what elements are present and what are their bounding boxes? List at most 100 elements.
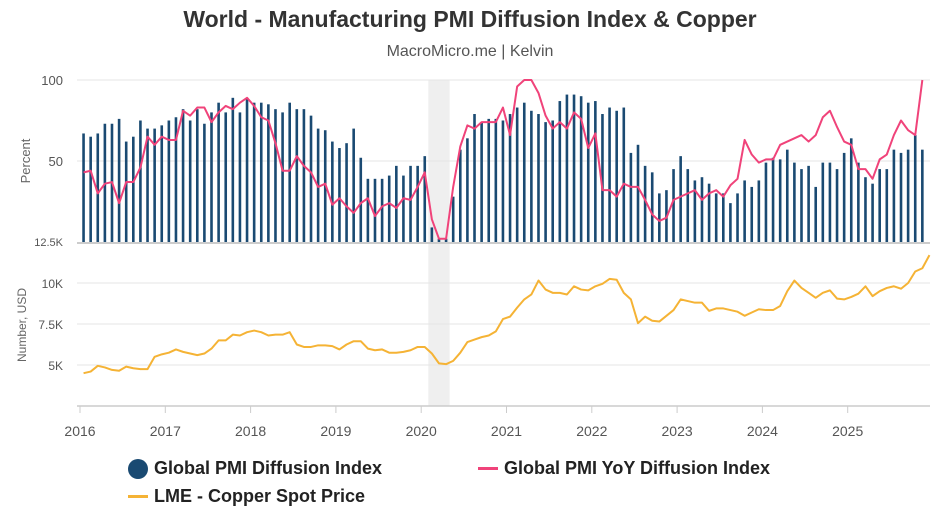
pmi-bar [267,104,270,242]
pmi-bar [878,169,881,242]
pmi-bar [501,120,505,242]
pmi-bar [238,112,242,243]
pmi-bar [508,114,512,242]
pmi-bar [373,178,377,242]
pmi-yoy-line [83,79,924,240]
pmi-bar [302,109,306,242]
pmi-bar [195,109,199,242]
pmi-bar [473,114,476,242]
pmi-bar [167,120,171,242]
pmi-bar [544,122,547,242]
pmi-bar [793,162,796,242]
legend-item-copper[interactable]: LME - Copper Spot Price [128,486,365,507]
pmi-bar [586,102,590,243]
pmi-bar [729,203,732,242]
pmi-bar [693,180,697,242]
pmi-bar [146,128,149,242]
pmi-bar [707,183,711,242]
pmi-bar [117,118,121,242]
x-tick-label: 2022 [576,423,607,439]
x-tick-label: 2017 [150,423,181,439]
pmi-bar [750,186,754,242]
pmi-bar [913,135,917,242]
legend-marker-line [478,467,498,470]
legend-label: LME - Copper Spot Price [154,486,366,506]
legend-item-pmi-yoy[interactable]: Global PMI YoY Diffusion Index [478,458,770,479]
x-tick-label: 2019 [320,423,351,439]
pmi-bar [764,162,768,242]
pmi-bar [494,118,498,242]
legend-item-pmi[interactable]: Global PMI Diffusion Index [128,458,382,479]
pmi-bar [864,177,867,242]
pmi-bar [359,157,363,242]
pmi-bar [899,152,903,242]
pmi-bar [871,183,874,242]
legend-label: Global PMI YoY Diffusion Index [504,458,771,478]
pmi-bar [842,152,846,242]
pmi-bar [217,102,220,243]
x-tick-label: 2021 [491,423,522,439]
pmi-bar [686,169,690,242]
x-tick-label: 2016 [64,423,95,439]
pmi-bar [387,175,391,242]
pmi-bar [352,128,355,242]
pmi-bar [785,149,789,242]
pmi-bar [835,169,839,242]
pmi-bar [395,165,398,242]
pmi-bar [800,169,803,242]
pmi-bar [188,120,192,242]
pmi-bar [757,180,761,242]
pmi-bar [537,114,540,242]
pmi-bar [807,165,810,242]
pmi-bar [124,141,128,242]
pmi-bar [231,97,235,242]
pmi-bar [629,152,633,242]
pmi-bar [565,94,569,242]
pmi-bar [444,238,448,242]
pmi-bar [281,112,284,243]
pmi-bar [658,193,661,242]
pmi-bar [857,162,860,242]
pmi-bar [423,156,427,242]
pmi-bar [252,102,256,243]
pmi-bar [515,107,519,242]
y-tick-label: 10K [42,277,63,291]
y-tick-label: 5K [48,359,63,373]
legend-label: Global PMI Diffusion Index [154,458,383,478]
pmi-bar [132,136,135,242]
pmi-bar [771,157,775,242]
pmi-bar [174,117,178,242]
pmi-bar [89,136,92,242]
pmi-bar [650,172,654,242]
chart-subtitle: MacroMicro.me | Kelvin [386,43,554,60]
x-tick-label: 2024 [747,423,778,439]
pmi-bar [288,102,291,243]
pmi-bar [551,120,555,242]
pmi-bar [921,149,924,242]
pmi-bar [181,109,185,242]
pmi-bar [160,125,164,242]
pmi-bar [402,175,405,242]
pmi-bar [203,123,206,242]
pmi-bar [366,178,370,242]
pmi-bar [295,109,299,242]
pmi-bar [608,107,611,242]
x-tick-label: 2023 [662,423,693,439]
legend-marker-bar [128,458,148,479]
y-tick-label: 12.5K [34,237,63,249]
pmi-bar [430,227,434,242]
pmi-bar [82,133,85,242]
y-tick-label: 7.5K [38,318,63,332]
pmi-bar [814,186,818,242]
legend-marker-line [128,495,148,498]
pmi-bar [153,128,156,242]
pmi-bar [274,109,277,242]
pmi-bar [821,162,825,242]
pmi-bar [437,238,441,242]
pmi-bar [259,102,263,243]
pmi-bar [885,169,889,242]
pmi-bar [743,180,746,242]
pmi-bar [601,114,604,242]
y-axis-label: Percent [18,138,33,183]
